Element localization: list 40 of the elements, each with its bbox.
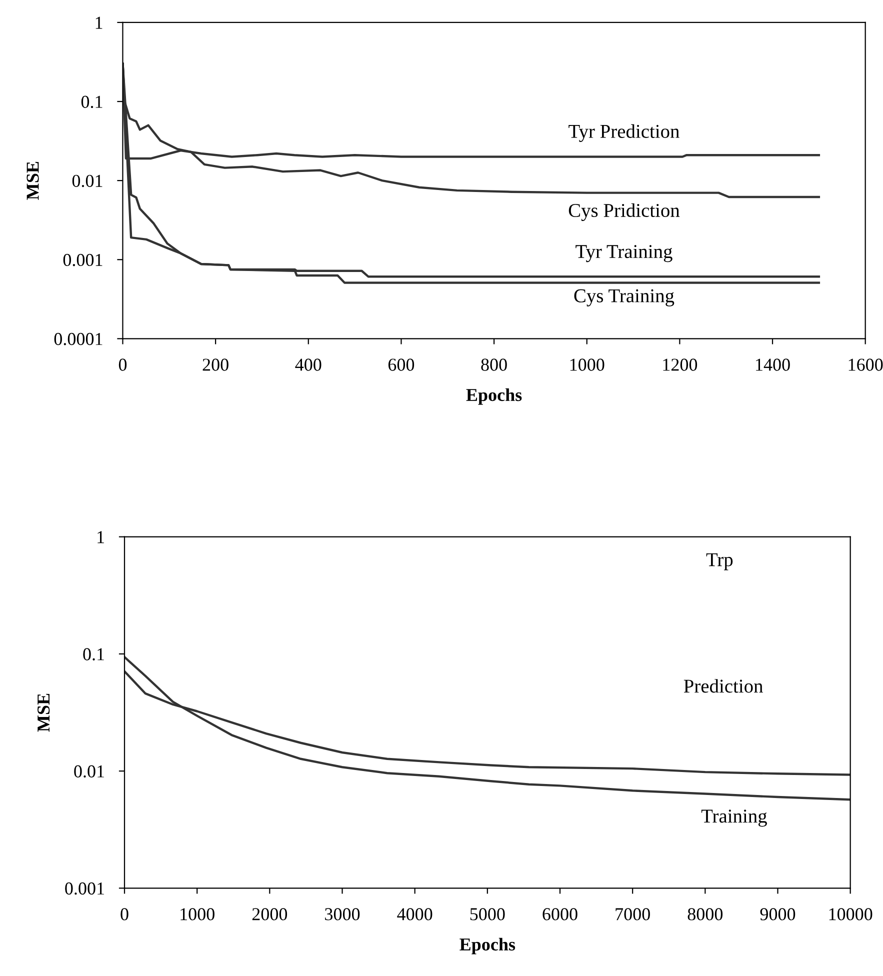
- y-axis-title: MSE: [26, 162, 39, 200]
- x-tick-label: 1000: [570, 358, 604, 371]
- y-tick-label: 0.1: [81, 96, 102, 108]
- x-tick-label: 1400: [756, 358, 790, 371]
- x-tick-label: 1200: [663, 358, 698, 371]
- x-tick-label: 3000: [325, 908, 360, 920]
- y-tick-label: 1: [98, 531, 104, 544]
- y-tick-label: 0.01: [74, 765, 104, 778]
- x-axis-title: Epochs: [466, 388, 522, 405]
- annotation: Prediction: [684, 679, 763, 693]
- x-tick-label: 10000: [829, 908, 872, 920]
- x-tick-label: 2000: [252, 908, 288, 920]
- x-tick-label: 800: [481, 358, 507, 371]
- y-tick-label: 0.1: [83, 648, 104, 660]
- x-tick-label: 1600: [848, 358, 883, 371]
- y-tick-label: 0.001: [63, 254, 102, 266]
- x-tick-label: 7000: [616, 908, 650, 920]
- annotation: Tyr Prediction: [568, 124, 680, 142]
- x-tick-label: 1000: [180, 908, 214, 920]
- y-axis-title: MSE: [38, 694, 50, 732]
- x-tick-label: 0: [120, 908, 128, 920]
- x-tick-label: 5000: [470, 908, 505, 920]
- x-tick-label: 4000: [397, 908, 432, 920]
- annotation: Cys Pridiction: [568, 203, 680, 222]
- annotation: Cys Training: [574, 289, 674, 306]
- x-tick-label: 600: [388, 358, 414, 371]
- y-tick-label: 0.01: [72, 174, 102, 188]
- x-axis-title: Epochs: [460, 938, 516, 954]
- x-tick-label: 6000: [542, 908, 578, 920]
- y-tick-label: 0.0001: [54, 332, 102, 346]
- y-tick-label: 0.001: [65, 882, 104, 895]
- annotation: Tyr Training: [576, 245, 672, 262]
- y-tick-label: 1: [96, 16, 102, 29]
- x-tick-label: 9000: [760, 908, 796, 920]
- annotation: Trp: [706, 553, 733, 570]
- x-tick-label: 0: [118, 358, 127, 371]
- x-tick-label: 400: [295, 358, 322, 371]
- annotation: Training: [701, 810, 767, 827]
- x-tick-label: 200: [202, 358, 228, 371]
- x-tick-label: 8000: [688, 908, 723, 920]
